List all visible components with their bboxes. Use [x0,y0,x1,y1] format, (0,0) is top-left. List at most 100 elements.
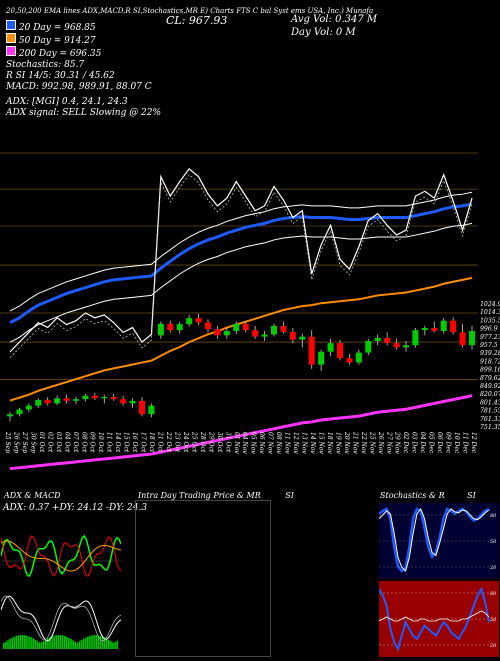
date-label: 22 Nov [360,431,367,454]
date-label: 24 Oct [182,431,189,453]
price-line [9,168,473,353]
rsi-chart: 80 50 20 [378,581,499,657]
date-label: 21 Oct [157,431,164,453]
rsi-tick: 20 [489,643,497,649]
candle-body [195,318,202,323]
candle-body [233,323,240,332]
date-label: 15 Oct [123,432,130,453]
candle-body [186,318,193,325]
candle-body [450,320,457,333]
macd-histogram-bar [21,635,24,649]
day-volume: Day Vol: 0 M [291,27,356,38]
macd-histogram-bar [30,637,32,649]
stochastics-tick: 50 [490,539,497,545]
ema50-line [9,276,473,402]
macd-histogram-bar [38,642,41,649]
macd-histogram-bar [80,640,83,649]
macd-histogram-bar [116,640,118,649]
candle-body [289,331,296,340]
candle-body [327,343,334,352]
macd-histogram-bar [87,636,89,649]
candle-body [129,400,136,404]
macd-histogram-bar [78,641,81,649]
price-axis-label: 918.72 [480,358,500,365]
macd-histogram-bar [49,637,51,649]
candle-body [35,400,42,406]
date-label: 21 Nov [351,431,358,454]
date-label: 25 Oct [190,431,197,453]
date-label: 27 Nov [385,431,392,454]
rsi-tick: 50 [490,617,497,623]
candle-body [167,323,174,331]
date-label: 12 Nov [292,432,299,454]
macd-histogram-bar [3,643,5,649]
macd-histogram-bar [9,638,11,649]
close-price: CL: 967.93 [166,14,228,27]
price-axis-label: 761.33 [480,416,500,423]
candle-body [459,332,466,346]
date-label: 25 Sep [4,431,11,453]
candle-body [365,340,372,353]
macd-histogram-bar [15,635,18,649]
macd-histogram-bar [13,636,16,649]
price-axis-label: 939.28 [480,350,500,357]
price-signal-line [9,174,473,358]
adx-macd-panel: ADX: 0.37 +DY: 24.12 -DY: 24.3 [0,500,147,657]
candle-body [120,399,127,404]
candle-body [318,351,325,365]
date-label: 13 Nov [301,432,308,454]
macd-histogram-bar [34,639,37,649]
stochastics-rsi-title-si: SI [467,491,476,500]
ema50-swatch [6,33,16,43]
macd-histogram-bar [110,641,112,649]
candle-body [148,405,155,415]
date-label: 02 Oct [46,432,53,453]
candle-body [63,398,70,401]
macd-histogram-bar [101,636,104,649]
price-axis-label: 751.35 [480,424,500,431]
date-label: 22 Oct [165,431,172,453]
rsi-value: R SI 14/5: 30.31 / 45.62 [6,71,115,81]
macd-histogram-bar [40,642,43,649]
ema20-upper-band [9,191,473,312]
macd-histogram-bar [5,641,7,649]
price-axis-label: 899.16 [480,367,500,374]
macd-histogram-bar [105,638,108,649]
candle-body [412,330,419,346]
candle-body [271,325,277,335]
date-label: 01 Nov [233,432,240,454]
price-axis-label: 820.07 [480,391,500,398]
macd-histogram-bar [82,638,85,649]
macd-histogram-bar [108,639,110,649]
date-label: 27 Sep [21,431,28,453]
macd-histogram-bar [55,635,58,649]
date-label: 09 Oct [89,432,96,453]
candle-body [176,324,183,331]
date-label: 05 Dec [428,432,435,454]
candle-body [157,323,164,336]
macd-histogram-bar [95,635,97,649]
price-axis-label: 849.92 [480,383,500,390]
candle-body [82,395,89,400]
candle-body [242,323,249,331]
price-axis-label: 957.5 [480,342,498,349]
candle-body [205,322,211,330]
stochastics-tick: 20 [489,565,497,571]
price-axis-label: 1014.3 [480,309,500,316]
date-label: 16 Oct [131,432,138,453]
date-label: 03 Dec [411,432,418,454]
macd-histogram-bar [66,636,68,649]
candle-body [73,399,79,401]
macd-histogram-bar [93,635,95,649]
macd-histogram-bar [28,636,30,649]
date-label: 29 Nov [394,431,401,454]
candle-body [469,331,475,346]
macd-histogram-bar [114,642,116,649]
ema200-swatch [6,46,16,56]
ema20-swatch [6,20,16,30]
candle-body [403,345,409,348]
date-label: 04 Dec [419,432,426,454]
date-label: 04 Nov [241,432,248,454]
macd-histogram-bar [32,638,34,649]
price-axis-label: 996.9 [480,326,498,333]
